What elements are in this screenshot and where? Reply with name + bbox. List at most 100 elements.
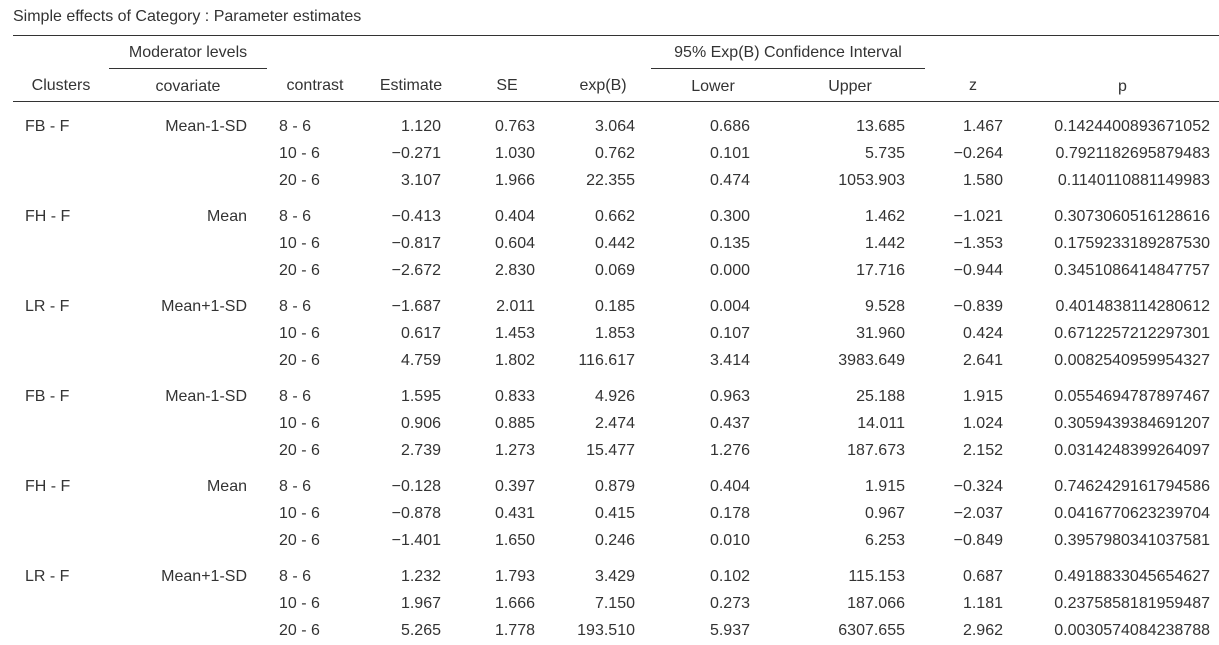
- cell-upper: 6307.655: [838, 622, 905, 639]
- cell-lower: 0.404: [709, 478, 750, 495]
- cell-estimate: 4.759: [400, 352, 441, 369]
- cell-upper: 1053.903: [838, 172, 905, 189]
- cell-se: 1.966: [494, 172, 535, 189]
- cell-z: −1.353: [953, 235, 1003, 252]
- cell-z: 2.152: [962, 442, 1003, 459]
- cell-cluster: LR - F: [25, 298, 70, 315]
- cell-expb: 15.477: [586, 442, 635, 459]
- cell-estimate: −1.687: [391, 298, 441, 315]
- cell-z: 1.024: [962, 415, 1003, 432]
- cell-expb: 7.150: [594, 595, 635, 612]
- cell-cluster: FH - F: [25, 208, 71, 225]
- cell-se: 0.763: [494, 118, 535, 135]
- cell-contrast: 10 - 6: [279, 235, 320, 252]
- cell-estimate: 1.967: [400, 595, 441, 612]
- cell-z: −0.839: [953, 298, 1003, 315]
- cell-cluster: FB - F: [25, 388, 70, 405]
- col-header-p: p: [1118, 78, 1127, 95]
- cell-expb: 2.474: [594, 415, 635, 432]
- cell-upper: 0.967: [864, 505, 905, 522]
- cell-covariate: Mean-1-SD: [165, 388, 247, 405]
- cell-p: 0.6712257212297301: [1054, 325, 1210, 342]
- cell-expb: 116.617: [578, 352, 635, 369]
- cell-estimate: 0.906: [400, 415, 441, 432]
- cell-expb: 0.246: [594, 532, 635, 549]
- confidence-interval-rule: [651, 68, 925, 69]
- cell-lower: 0.107: [709, 325, 750, 342]
- cell-upper: 187.673: [847, 442, 905, 459]
- cell-se: 1.666: [494, 595, 535, 612]
- cell-estimate: 0.617: [400, 325, 441, 342]
- cell-z: −0.264: [953, 145, 1003, 162]
- header-rule: [13, 101, 1219, 102]
- cell-expb: 3.429: [594, 568, 635, 585]
- cell-se: 2.011: [496, 298, 535, 315]
- cell-p: 0.0416770623239704: [1054, 505, 1210, 522]
- col-header-se: SE: [496, 77, 518, 94]
- cell-se: 0.833: [494, 388, 535, 405]
- cell-expb: 0.442: [594, 235, 635, 252]
- cell-estimate: −0.413: [391, 208, 441, 225]
- cell-se: 1.802: [494, 352, 535, 369]
- cell-z: −0.944: [953, 262, 1003, 279]
- cell-expb: 0.662: [594, 208, 635, 225]
- cell-se: 0.885: [494, 415, 535, 432]
- table-title: Simple effects of Category : Parameter e…: [13, 8, 362, 25]
- cell-estimate: 3.107: [400, 172, 441, 189]
- cell-estimate: 2.739: [400, 442, 441, 459]
- cell-lower: 0.474: [709, 172, 750, 189]
- cell-expb: 3.064: [594, 118, 635, 135]
- cell-contrast: 8 - 6: [279, 118, 312, 135]
- cell-estimate: 1.120: [400, 118, 441, 135]
- cell-z: 2.962: [962, 622, 1003, 639]
- cell-upper: 9.528: [864, 298, 905, 315]
- cell-lower: 0.963: [709, 388, 750, 405]
- cell-p: 0.4918833045654627: [1054, 568, 1210, 585]
- cell-estimate: −0.271: [391, 145, 441, 162]
- cell-se: 1.273: [494, 442, 535, 459]
- cell-upper: 31.960: [856, 325, 905, 342]
- cell-se: 0.431: [494, 505, 535, 522]
- col-header-estimate: Estimate: [379, 77, 443, 94]
- cell-lower: 0.437: [709, 415, 750, 432]
- cell-contrast: 10 - 6: [279, 145, 320, 162]
- cell-p: 0.1140110881149983: [1057, 172, 1210, 189]
- cell-expb: 0.069: [594, 262, 635, 279]
- col-header-covariate: covariate: [155, 78, 221, 95]
- cell-p: 0.3073060516128616: [1054, 208, 1210, 225]
- cell-estimate: −0.128: [391, 478, 441, 495]
- cell-contrast: 8 - 6: [279, 208, 312, 225]
- cell-upper: 14.011: [857, 415, 905, 432]
- cell-p: 0.0314248399264097: [1054, 442, 1210, 459]
- cell-p: 0.2375858181959487: [1054, 595, 1210, 612]
- moderator-levels-header: Moderator levels: [128, 44, 248, 61]
- cell-lower: 0.004: [709, 298, 750, 315]
- cell-z: 1.580: [962, 172, 1003, 189]
- cell-upper: 187.066: [847, 595, 905, 612]
- cell-estimate: −0.817: [391, 235, 441, 252]
- cell-z: 0.687: [962, 568, 1003, 585]
- cell-z: −1.021: [953, 208, 1003, 225]
- cell-se: 2.830: [494, 262, 535, 279]
- cell-upper: 17.716: [856, 262, 905, 279]
- cell-contrast: 8 - 6: [279, 298, 312, 315]
- cell-expb: 0.762: [594, 145, 635, 162]
- cell-lower: 0.135: [709, 235, 750, 252]
- cell-z: 1.915: [962, 388, 1003, 405]
- cell-estimate: 1.595: [400, 388, 441, 405]
- cell-lower: 5.937: [709, 622, 750, 639]
- cell-upper: 1.915: [864, 478, 905, 495]
- cell-covariate: Mean: [206, 208, 247, 225]
- cell-estimate: −2.672: [391, 262, 441, 279]
- cell-z: −2.037: [953, 505, 1003, 522]
- cell-contrast: 8 - 6: [279, 568, 312, 585]
- cell-upper: 6.253: [864, 532, 905, 549]
- cell-expb: 4.926: [594, 388, 635, 405]
- cell-upper: 1.442: [864, 235, 905, 252]
- cell-p: 0.3451086414847757: [1054, 262, 1210, 279]
- cell-expb: 0.415: [594, 505, 635, 522]
- col-header-contrast: contrast: [286, 77, 344, 94]
- cell-p: 0.7921182695879483: [1055, 145, 1210, 162]
- cell-se: 1.793: [494, 568, 535, 585]
